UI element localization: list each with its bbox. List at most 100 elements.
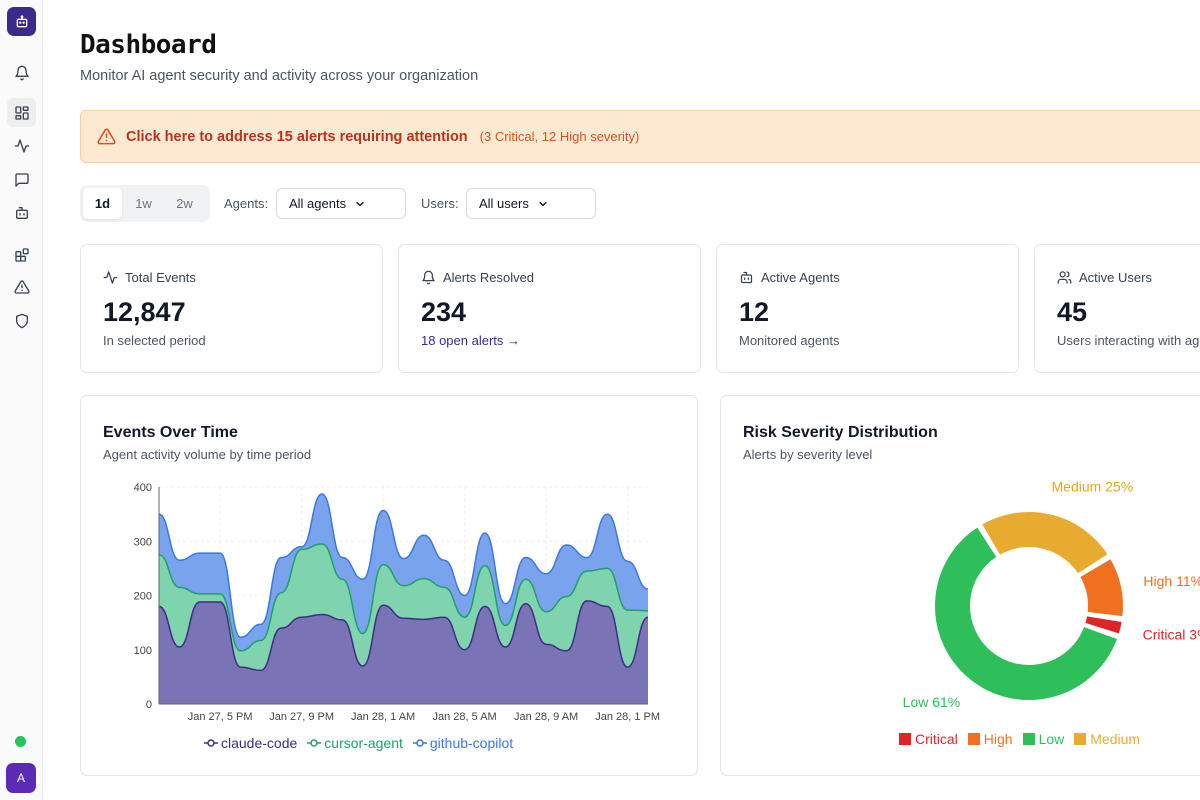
- x-tick-label: Jan 28, 5 AM: [433, 711, 497, 723]
- users-icon: [1057, 271, 1072, 284]
- area-cursor-agent: [159, 543, 648, 671]
- x-tick-label: Jan 28, 9 AM: [514, 711, 578, 723]
- avatar[interactable]: A: [6, 763, 36, 793]
- users-select-value: All users: [479, 196, 529, 211]
- stat-value: 45: [1057, 297, 1088, 327]
- stat-label: Alerts Resolved: [443, 270, 535, 285]
- events-area-chart: 0 100 200 300 400 Jan 27, 5 PM Jan 27, 9 PM Jan…: [134, 482, 660, 723]
- alert-triangle-icon: [13, 279, 30, 294]
- status-indicator: [15, 736, 26, 747]
- legend-label: Medium: [1090, 731, 1141, 747]
- sidebar-item-dashboard[interactable]: [7, 98, 36, 127]
- legend-label: Critical: [915, 731, 958, 747]
- events-legend: claude-code cursor-agent github-copilot: [204, 735, 523, 751]
- stat-note: In selected period: [103, 333, 206, 348]
- chart-title: Risk Severity Distribution: [743, 424, 938, 441]
- area-claude-code-line: [158, 600, 649, 672]
- alert-banner-message[interactable]: Click here to address 15 alerts requirin…: [126, 128, 468, 145]
- legend-label: cursor-agent: [324, 735, 403, 751]
- open-alerts-link[interactable]: 18 open alerts →: [421, 333, 521, 348]
- activity-icon: [14, 138, 29, 153]
- chevron-down-icon: [539, 201, 547, 206]
- page-title: Dashboard: [80, 30, 217, 60]
- alert-banner-detail: (3 Critical, 12 High severity): [479, 129, 640, 144]
- legend-label: High: [983, 731, 1013, 747]
- legend-critical[interactable]: Critical: [899, 731, 958, 747]
- page-subtitle: Monitor AI agent security and activity a…: [80, 68, 479, 84]
- risk-donut-chart: Critical 3% Low 61% Medium 25% High 11%: [903, 478, 1200, 710]
- slice-label-low: Low 61%: [903, 694, 961, 710]
- sidebar-item-notifications[interactable]: [7, 58, 36, 87]
- users-select[interactable]: All users: [466, 188, 596, 219]
- stat-value: 12,847: [103, 297, 186, 327]
- legend-swatch: [967, 733, 980, 745]
- risk-chart-card: Risk Severity Distribution Alerts by sev…: [720, 395, 1200, 776]
- alert-banner[interactable]: Click here to address 15 alerts requirin…: [80, 110, 1200, 163]
- stat-label: Total Events: [125, 270, 196, 285]
- x-tick-label: Jan 28, 1 AM: [351, 711, 415, 723]
- y-tick-label: 0: [146, 699, 152, 711]
- x-tick-label: Jan 27, 9 PM: [269, 711, 334, 723]
- agents-select[interactable]: All agents: [276, 188, 406, 219]
- legend-claude-code[interactable]: claude-code: [204, 735, 297, 751]
- y-tick-label: 300: [134, 536, 152, 548]
- stat-card-active-agents: Active Agents 12 Monitored agents: [716, 244, 1019, 373]
- slice-low: [933, 524, 1120, 702]
- x-tick-label: Jan 27, 5 PM: [188, 711, 253, 723]
- sidebar-item-conversations[interactable]: [7, 165, 36, 194]
- sidebar: A: [0, 0, 43, 800]
- legend-swatch: [899, 733, 911, 745]
- legend-marker-icon: [204, 739, 218, 747]
- area-cursor-agent-line: [158, 543, 649, 652]
- bell-icon: [14, 65, 29, 80]
- sidebar-item-agents[interactable]: [7, 198, 36, 227]
- y-tick-label: 200: [134, 591, 152, 603]
- bot-icon: [740, 271, 753, 284]
- bot-icon: [16, 14, 27, 27]
- dashboard-icon: [14, 105, 29, 120]
- stat-label: Active Users: [1079, 270, 1152, 285]
- time-range-selector: 1d 1w 2w: [80, 185, 210, 222]
- legend-github-copilot[interactable]: github-copilot: [412, 735, 513, 751]
- legend-cursor-agent[interactable]: cursor-agent: [307, 735, 403, 751]
- y-tick-label: 100: [134, 645, 152, 657]
- slice-label-critical: Critical 3%: [1143, 627, 1200, 643]
- sidebar-item-policies[interactable]: [7, 306, 36, 335]
- stat-value: 12: [739, 297, 770, 327]
- legend-medium[interactable]: Medium: [1074, 731, 1140, 747]
- stat-label: Active Agents: [761, 270, 840, 285]
- events-chart-card: Events Over Time Agent activity volume b…: [80, 395, 698, 776]
- slice-critical: [1083, 614, 1124, 636]
- range-1w-button[interactable]: 1w: [135, 196, 152, 211]
- app-logo[interactable]: [7, 7, 36, 36]
- stat-card-total-events: Total Events 12,847 In selected period: [80, 244, 383, 373]
- sidebar-item-activity[interactable]: [7, 131, 36, 160]
- alert-triangle-icon: [97, 128, 116, 145]
- range-2w-button[interactable]: 2w: [176, 196, 193, 211]
- risk-legend: Critical High Low Medium: [899, 731, 1150, 747]
- slice-label-medium: Medium 25%: [1052, 478, 1134, 494]
- legend-high[interactable]: High: [967, 731, 1013, 747]
- users-filter-label: Users:: [421, 196, 459, 211]
- range-1d-button[interactable]: 1d: [83, 188, 122, 219]
- message-icon: [14, 172, 29, 187]
- area-github-copilot-line: [158, 493, 649, 639]
- legend-label: claude-code: [221, 735, 298, 751]
- legend-marker-icon: [412, 739, 427, 747]
- legend-low[interactable]: Low: [1022, 731, 1064, 747]
- bell-icon: [422, 270, 435, 285]
- activity-icon: [103, 271, 118, 284]
- sidebar-item-integrations[interactable]: [7, 240, 36, 269]
- blocks-icon: [14, 247, 29, 262]
- area-claude-code: [159, 600, 648, 704]
- agents-select-value: All agents: [289, 196, 347, 211]
- bot-icon: [15, 206, 28, 219]
- area-github-copilot: [159, 494, 648, 651]
- chart-title: Events Over Time: [103, 424, 238, 441]
- chart-subtitle: Alerts by severity level: [743, 447, 873, 462]
- sidebar-item-alerts[interactable]: [7, 272, 36, 301]
- stat-card-active-users: Active Users 45 Users interacting with a…: [1034, 244, 1200, 373]
- legend-swatch: [1074, 733, 1087, 745]
- stat-card-alerts-resolved: Alerts Resolved 234 18 open alerts →: [398, 244, 701, 373]
- legend-swatch: [1022, 733, 1035, 745]
